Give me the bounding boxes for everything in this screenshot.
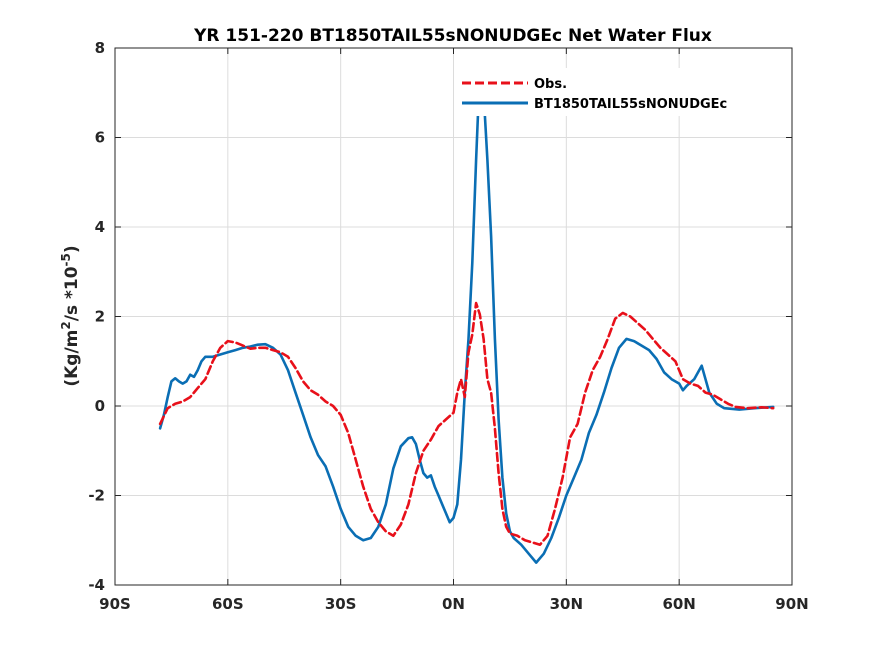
ticks: 90S 60S 30S 0N 30N 60N 90N -4 -2 0 2 4 6 8 xyxy=(88,39,808,613)
series-layer xyxy=(158,69,775,564)
y-tick-label: -2 xyxy=(88,487,105,505)
y-axis-label-main: (Kg/m xyxy=(62,330,82,387)
series-line-1 xyxy=(158,69,775,564)
plot-area: 90S 60S 30S 0N 30N 60N 90N -4 -2 0 2 4 6 8 xyxy=(88,39,808,613)
x-tick-label: 60S xyxy=(212,595,244,613)
series-line-0 xyxy=(158,301,775,546)
y-axis-label-sup2: -5 xyxy=(59,253,73,266)
y-axis-label-mid: /s *10 xyxy=(62,266,82,321)
legend: Obs. BT1850TAIL55sNONUDGEc xyxy=(456,68,756,116)
x-tick-label: 30S xyxy=(325,595,357,613)
legend-label-model: BT1850TAIL55sNONUDGEc xyxy=(534,97,727,112)
y-tick-label: 8 xyxy=(95,39,105,57)
y-axis-label-sup1: 2 xyxy=(59,321,73,329)
y-tick-label: 4 xyxy=(95,218,105,236)
legend-label-obs: Obs. xyxy=(534,77,567,92)
legend-box xyxy=(456,68,756,116)
y-axis-label-end: ) xyxy=(62,245,82,253)
y-tick-label: 6 xyxy=(95,129,105,147)
y-axis-label: (Kg/m2/s *10-5) xyxy=(59,245,82,386)
x-tick-label: 90S xyxy=(99,595,131,613)
x-tick-label: 90N xyxy=(775,595,808,613)
x-tick-label: 60N xyxy=(662,595,695,613)
y-tick-label: -4 xyxy=(88,576,105,594)
y-tick-label: 0 xyxy=(95,397,105,415)
y-tick-label: 2 xyxy=(95,308,105,326)
x-tick-label: 0N xyxy=(442,595,465,613)
x-tick-label: 30N xyxy=(550,595,583,613)
chart-title: YR 151-220 BT1850TAIL55sNONUDGEc Net Wat… xyxy=(193,26,712,46)
